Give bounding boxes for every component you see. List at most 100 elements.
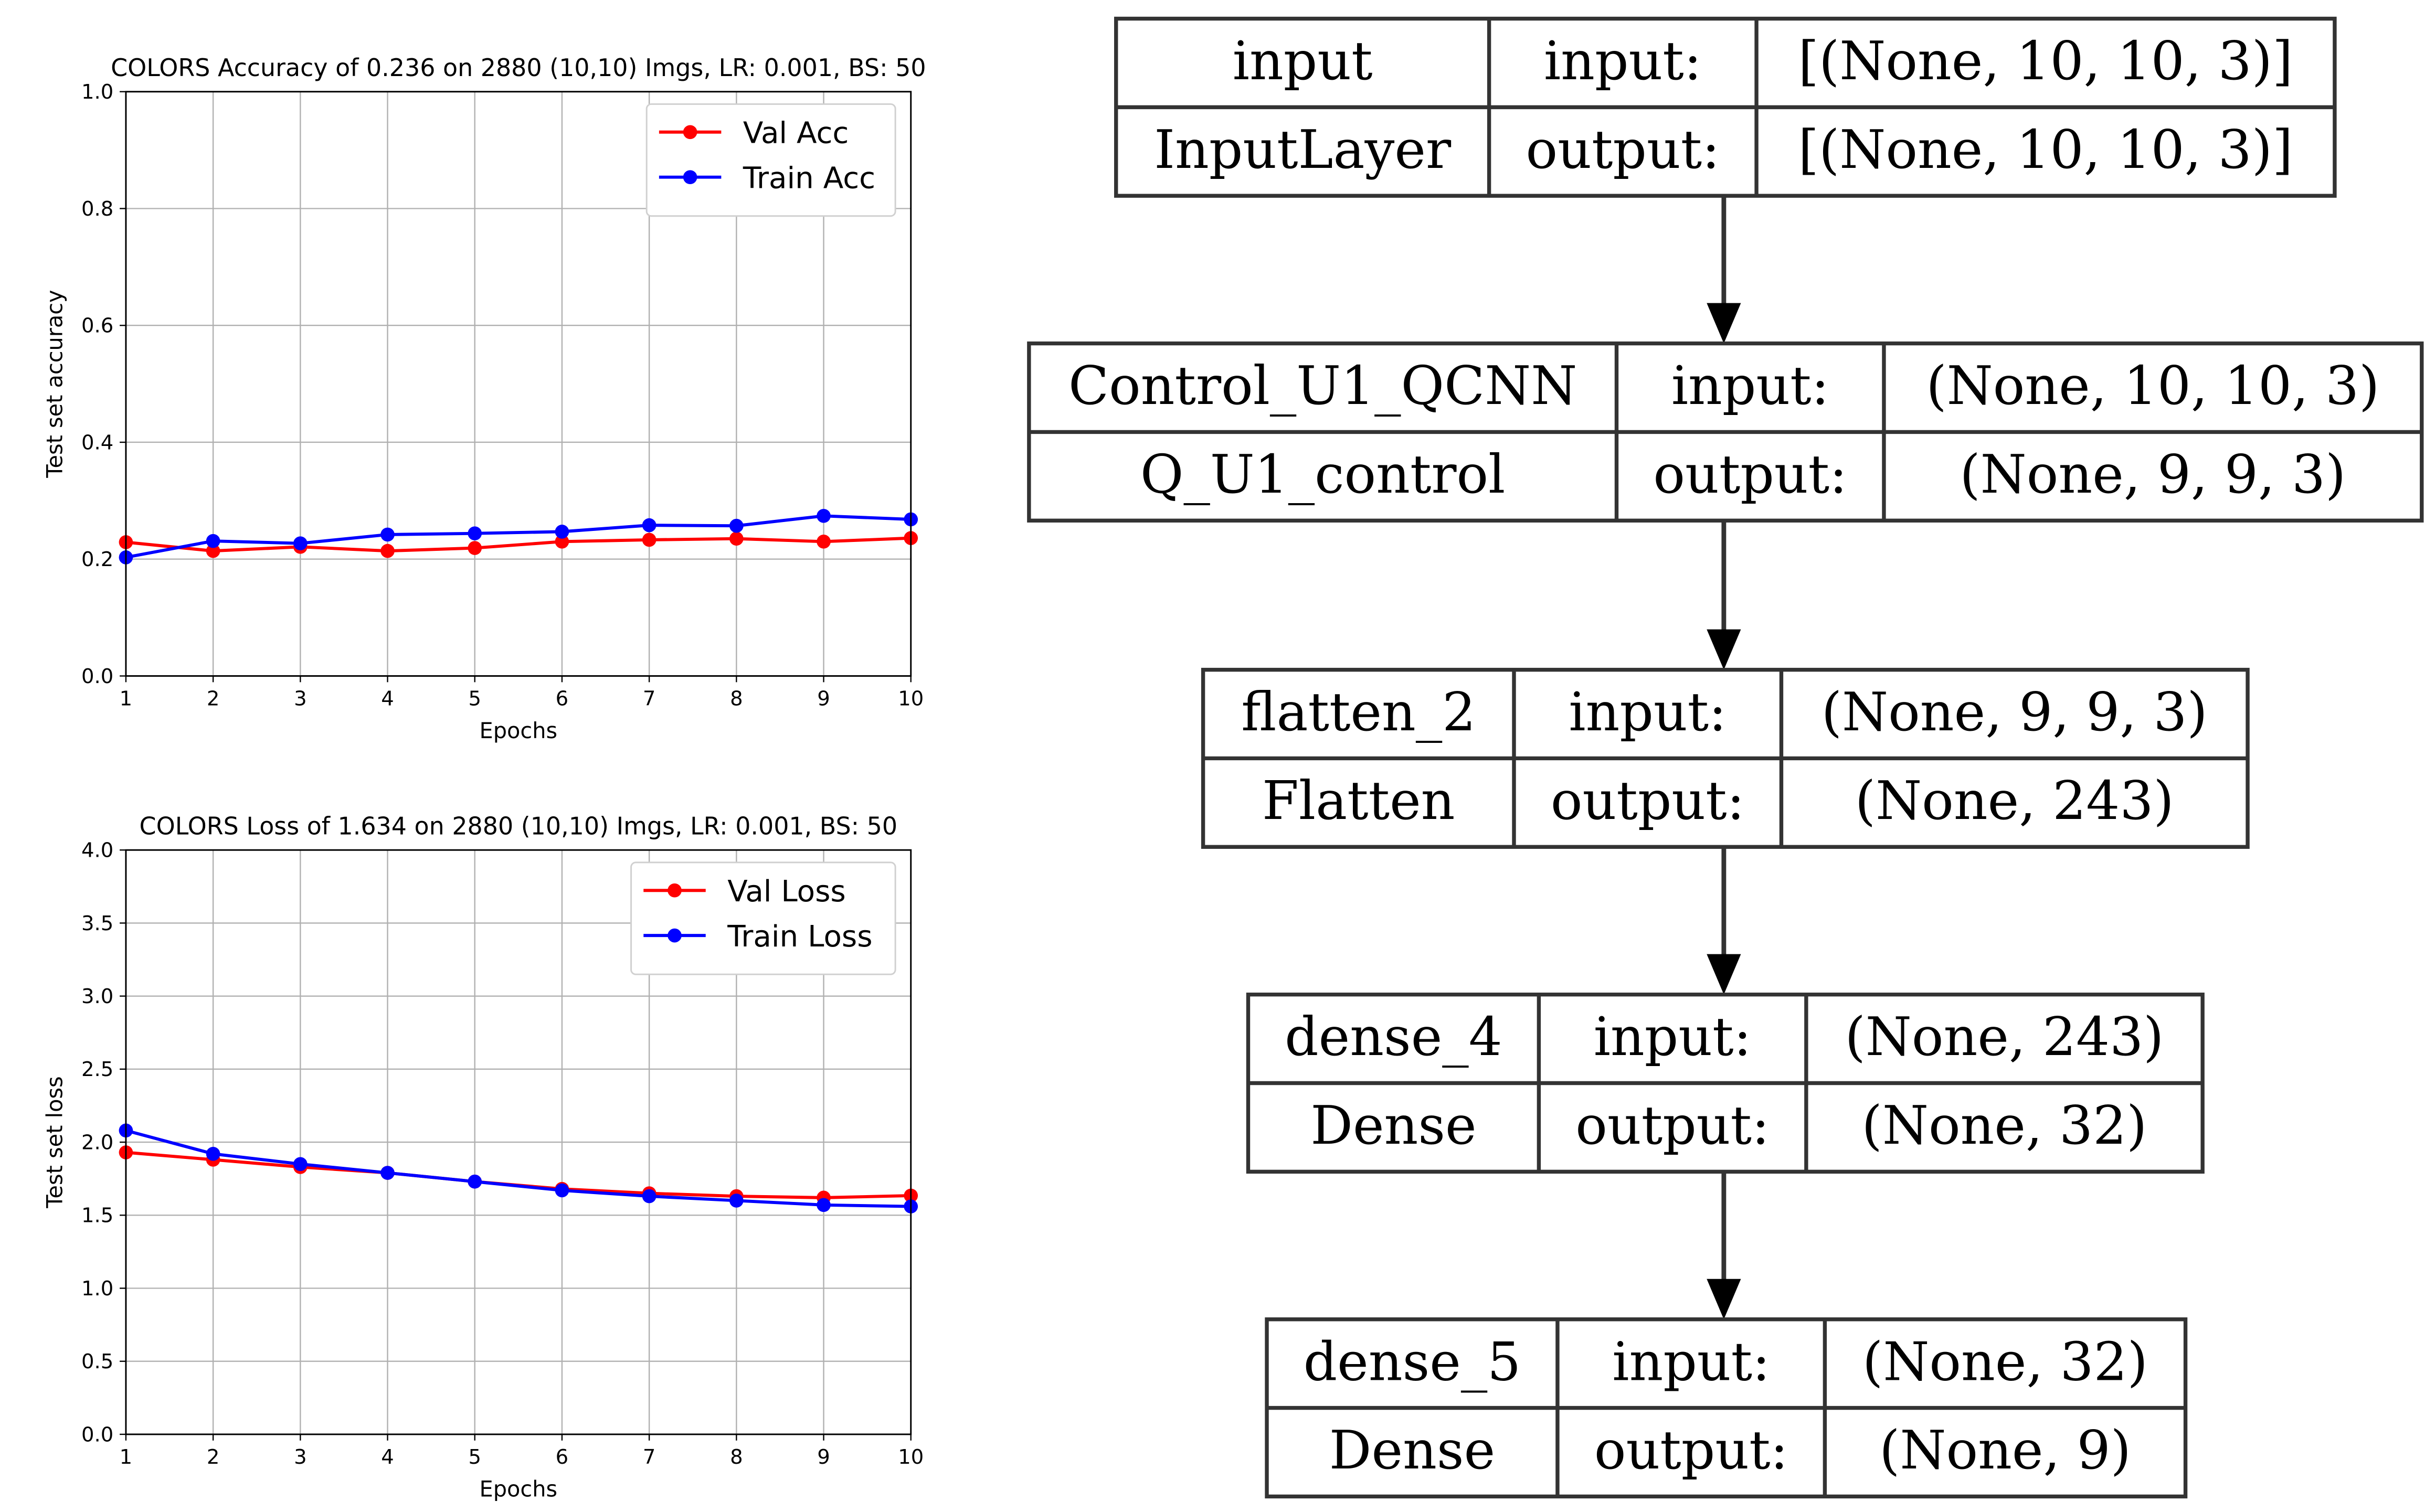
series-0 xyxy=(119,531,918,558)
output-shape: [(None, 10, 10, 3)] xyxy=(1798,119,2293,180)
layer-type: InputLayer xyxy=(1154,119,1452,180)
y-tick-label: 2.5 xyxy=(81,1058,113,1081)
edge-arrowhead xyxy=(1707,954,1741,995)
x-tick-label: 6 xyxy=(556,687,569,711)
x-axis-label: Epochs xyxy=(480,718,558,743)
data-point xyxy=(206,1147,220,1161)
data-point xyxy=(642,518,656,533)
output-label: output: xyxy=(1551,770,1745,832)
x-tick-label: 8 xyxy=(730,687,743,711)
series-line xyxy=(125,1151,911,1199)
data-point xyxy=(729,531,744,546)
data-point xyxy=(293,1157,308,1172)
x-tick-label: 5 xyxy=(468,1445,481,1469)
x-tick-label: 10 xyxy=(898,687,924,711)
x-tick-label: 2 xyxy=(207,687,220,711)
data-point xyxy=(555,1183,569,1198)
output-shape: (None, 9, 9, 3) xyxy=(1960,444,2346,505)
y-tick-label: 1.5 xyxy=(81,1204,113,1228)
output-label: output: xyxy=(1653,444,1847,505)
data-point xyxy=(642,1189,656,1204)
layer-node: input InputLayer input: output: [(None, 10, … xyxy=(1114,16,2337,198)
data-point xyxy=(468,526,482,541)
y-tick-label: 1.0 xyxy=(81,1277,113,1301)
y-tick-label: 4.0 xyxy=(81,839,113,863)
series-line xyxy=(125,536,911,553)
x-tick-label: 4 xyxy=(381,1445,394,1469)
legend: Val Acc Train Acc xyxy=(645,103,896,217)
x-tick-label: 3 xyxy=(294,1445,307,1469)
data-point xyxy=(817,534,831,549)
data-point xyxy=(817,1198,831,1212)
y-tick-label: 0.6 xyxy=(81,314,113,338)
series-1 xyxy=(119,1123,918,1213)
series-0 xyxy=(119,1145,918,1205)
output-shape: (None, 243) xyxy=(1855,770,2174,832)
data-point xyxy=(729,1194,744,1208)
data-point xyxy=(206,534,220,548)
data-point xyxy=(468,541,482,555)
accuracy-chart: COLORS Accuracy of 0.236 on 2880 (10,10)… xyxy=(42,54,926,743)
y-tick-label: 3.0 xyxy=(81,985,113,1008)
legend-label: Val Loss xyxy=(727,875,846,909)
y-tick-label: 1.0 xyxy=(81,80,113,104)
input-label: input: xyxy=(1569,682,1727,743)
x-tick-label: 1 xyxy=(120,1445,133,1469)
layer-node: dense_5 Dense input: output: (None, 32) (None… xyxy=(1265,1317,2188,1499)
x-tick-label: 3 xyxy=(294,687,307,711)
data-point xyxy=(293,536,308,550)
layer-type: Dense xyxy=(1329,1420,1495,1481)
series-line xyxy=(125,1128,911,1208)
legend-label: Train Loss xyxy=(727,920,872,954)
data-point xyxy=(206,544,220,558)
legend-label: Val Acc xyxy=(743,116,849,151)
data-point xyxy=(380,1166,395,1180)
y-axis-label: Test set accuracy xyxy=(42,290,67,478)
legend: Val Loss Train Loss xyxy=(630,861,896,975)
data-point xyxy=(817,508,831,523)
legend-label: Train Acc xyxy=(743,161,875,195)
series-line xyxy=(125,514,911,559)
input-label: input: xyxy=(1544,30,1702,92)
y-tick-label: 2.0 xyxy=(81,1131,113,1154)
layer-name: dense_5 xyxy=(1304,1331,1521,1392)
output-label: output: xyxy=(1526,119,1720,180)
layer-name: flatten_2 xyxy=(1241,682,1476,743)
input-shape: (None, 9, 9, 3) xyxy=(1822,682,2208,743)
output-label: output: xyxy=(1594,1420,1788,1481)
legend-swatch-marker xyxy=(668,928,682,943)
data-point xyxy=(555,525,569,539)
y-tick-label: 3.5 xyxy=(81,912,113,935)
y-tick-label: 0.0 xyxy=(81,1423,113,1446)
legend-swatch-marker xyxy=(668,883,682,898)
plot-frame xyxy=(125,91,912,677)
x-tick-label: 1 xyxy=(120,687,133,711)
output-shape: (None, 32) xyxy=(1862,1095,2147,1156)
input-shape: (None, 243) xyxy=(1845,1006,2164,1068)
x-tick-label: 4 xyxy=(381,687,394,711)
layer-node: flatten_2 Flatten input: output: (None, 9, 9… xyxy=(1201,667,2250,849)
series-1 xyxy=(119,508,918,565)
y-tick-label: 0.0 xyxy=(81,665,113,688)
layer-type: Q_U1_control xyxy=(1140,444,1505,505)
y-tick-label: 0.2 xyxy=(81,548,113,571)
input-shape: (None, 10, 10, 3) xyxy=(1926,355,2379,417)
output-label: output: xyxy=(1575,1095,1770,1156)
x-tick-label: 6 xyxy=(556,1445,569,1469)
layer-node: Control_U1_QCNN Q_U1_control input: output:… xyxy=(1027,341,2424,523)
edge-arrowhead xyxy=(1707,303,1741,344)
data-point xyxy=(380,544,395,558)
model-architecture-diagram: input InputLayer input: output: [(None, 10, … xyxy=(1027,16,2424,1499)
input-label: input: xyxy=(1594,1006,1752,1068)
loss-chart: COLORS Loss of 1.634 on 2880 (10,10) Img… xyxy=(42,812,924,1502)
data-point xyxy=(468,1174,482,1189)
data-point xyxy=(380,527,395,542)
input-shape: [(None, 10, 10, 3)] xyxy=(1798,30,2293,92)
x-tick-label: 7 xyxy=(643,687,656,711)
y-tick-label: 0.4 xyxy=(81,431,113,454)
layer-name: input xyxy=(1233,30,1373,92)
layer-type: Flatten xyxy=(1262,770,1455,832)
x-tick-label: 7 xyxy=(643,1445,656,1469)
chart-title: COLORS Loss of 1.634 on 2880 (10,10) Img… xyxy=(140,812,898,840)
output-shape: (None, 9) xyxy=(1879,1420,2131,1481)
